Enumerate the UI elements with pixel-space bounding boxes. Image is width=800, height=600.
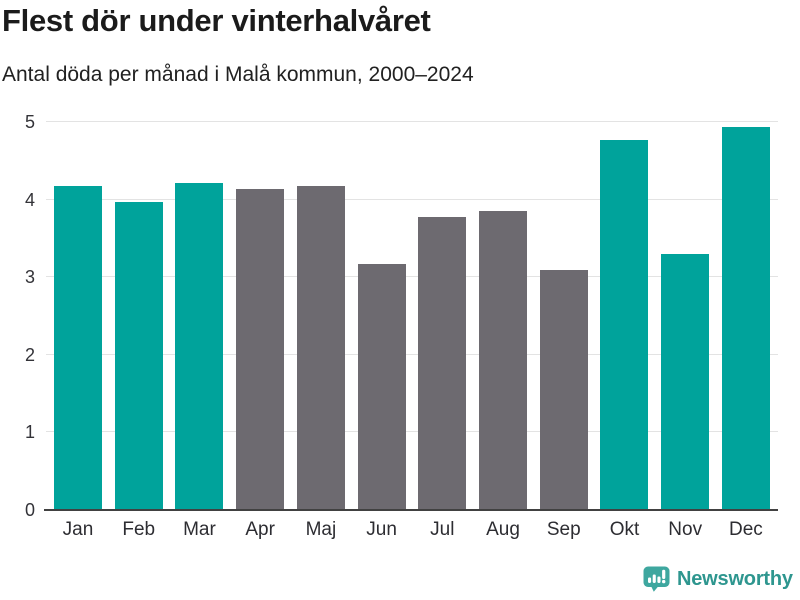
bars-container <box>46 121 778 509</box>
x-tick-label-apr: Apr <box>245 519 275 540</box>
newsworthy-logo: Newsworthy <box>643 566 793 592</box>
x-tick-label-jun: Jun <box>366 519 397 540</box>
x-tick-label-jan: Jan <box>62 519 94 540</box>
chart-subtitle: Antal döda per månad i Malå kommun, 2000… <box>2 63 474 86</box>
bar-nov <box>661 254 710 509</box>
bar-jul <box>418 217 467 509</box>
y-tick-label-5: 5 <box>24 112 35 132</box>
y-tick-label-2: 2 <box>24 345 35 365</box>
bar-jan <box>54 186 102 509</box>
gridline-y2 <box>46 354 778 355</box>
x-tick-label-maj: Maj <box>305 519 337 540</box>
y-tick-label-0: 0 <box>24 500 35 520</box>
bar-aug <box>479 211 528 509</box>
bar-maj <box>296 186 345 509</box>
bar-jun <box>357 264 406 509</box>
x-tick-label-dec: Dec <box>729 519 763 540</box>
gridline-y5 <box>46 121 778 122</box>
bar-mar <box>175 183 224 509</box>
x-tick-label-nov: Nov <box>668 519 703 540</box>
gridline-y1 <box>46 431 778 432</box>
x-tick-label-feb: Feb <box>122 519 156 540</box>
newsworthy-speech-bubble-barchart-icon <box>643 566 670 592</box>
gridline-y4 <box>46 199 778 200</box>
x-tick-label-aug: Aug <box>486 519 520 540</box>
bar-apr <box>236 189 285 509</box>
gridline-y3 <box>46 276 778 277</box>
bar-dec <box>721 127 770 509</box>
bar-sep <box>539 270 588 509</box>
chart-title: Flest dör under vinterhalvåret <box>2 3 431 38</box>
x-tick-label-mar: Mar <box>183 519 216 540</box>
x-tick-label-jul: Jul <box>430 519 455 540</box>
x-tick-label-sep: Sep <box>546 519 581 540</box>
y-tick-label-1: 1 <box>24 422 35 442</box>
bar-okt <box>600 140 649 509</box>
bar-feb <box>114 202 163 509</box>
y-tick-label-3: 3 <box>24 267 35 287</box>
x-tick-label-okt: Okt <box>609 519 640 540</box>
newsworthy-wordmark: Newsworthy <box>677 567 793 590</box>
x-axis-labels: Jan Feb Mar Apr Maj Jun Jul Aug Sep Okt Nov Dec <box>46 519 778 541</box>
y-tick-label-4: 4 <box>24 190 35 210</box>
x-axis-line <box>44 509 778 511</box>
